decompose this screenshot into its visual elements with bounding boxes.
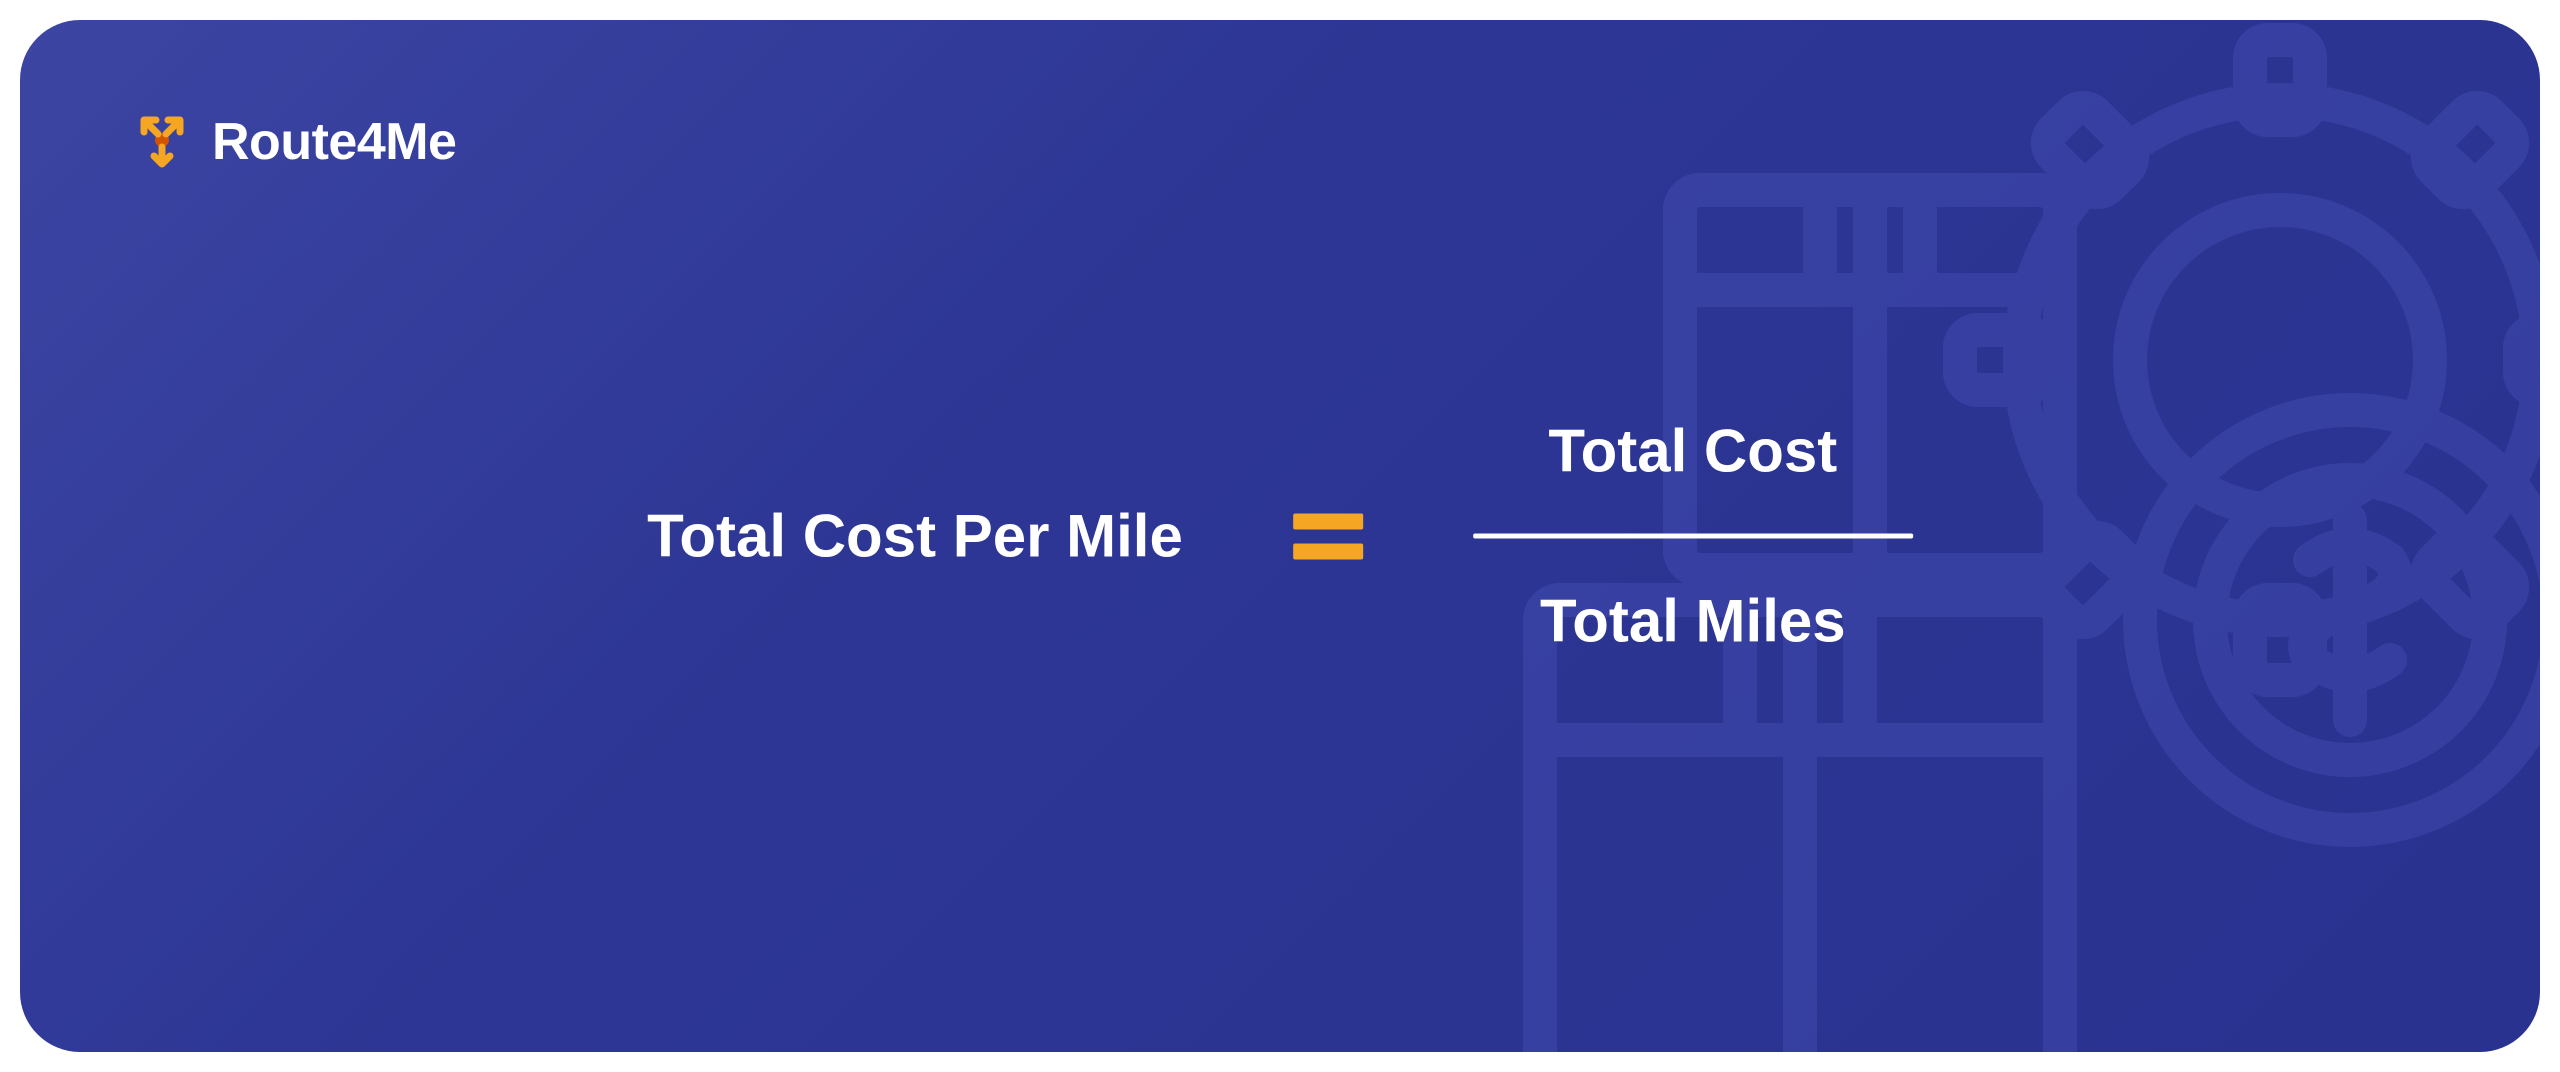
formula-denominator: Total Miles [1540,587,1846,656]
brand-name: Route4Me [212,112,456,172]
formula-fraction: Total Cost Total Miles [1473,417,1913,656]
equals-bar-top [1293,513,1363,529]
formula-lhs: Total Cost Per Mile [647,502,1183,571]
brand-logo: Route4Me [130,110,456,174]
infographic-card: Route4Me Total Cost Per Mile Total Cost … [20,20,2540,1052]
equals-sign [1293,513,1363,559]
equals-bar-bottom [1293,543,1363,559]
fraction-line [1473,534,1913,539]
formula-numerator: Total Cost [1548,417,1837,486]
route4me-logo-icon [130,110,194,174]
formula-container: Total Cost Per Mile Total Cost Total Mil… [647,417,1913,656]
